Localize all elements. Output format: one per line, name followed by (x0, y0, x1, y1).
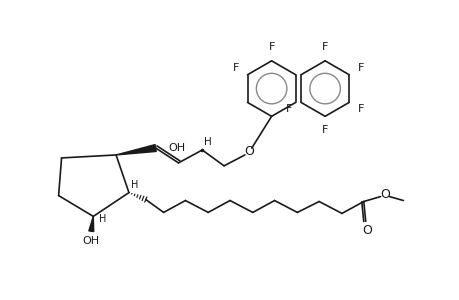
Text: O: O (243, 146, 253, 158)
Text: H: H (99, 214, 106, 224)
Text: F: F (285, 104, 291, 114)
Text: F: F (268, 42, 274, 52)
Polygon shape (89, 216, 94, 232)
Polygon shape (116, 145, 156, 155)
Text: H: H (204, 137, 212, 147)
Text: F: F (357, 104, 364, 114)
Text: F: F (321, 42, 328, 52)
Text: O: O (380, 188, 390, 201)
Text: OH: OH (168, 143, 185, 153)
Text: F: F (321, 125, 328, 135)
Text: F: F (357, 63, 364, 73)
Text: H: H (131, 180, 138, 190)
Text: O: O (361, 224, 371, 237)
Text: OH: OH (83, 236, 100, 246)
Text: F: F (232, 63, 238, 73)
